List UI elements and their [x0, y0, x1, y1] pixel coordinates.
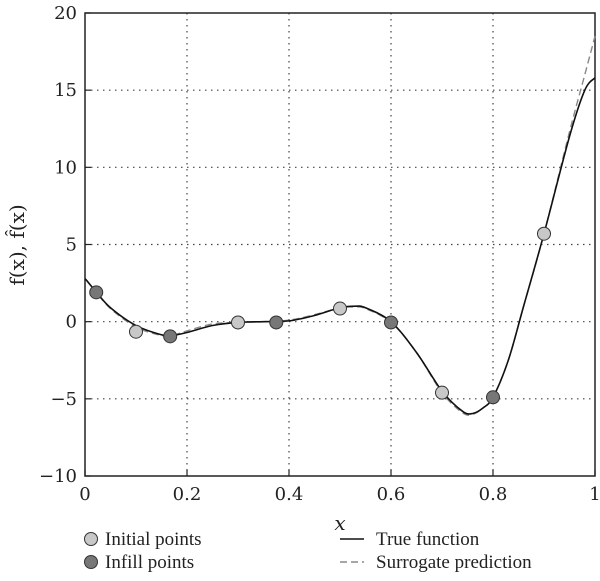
x-tick-label: 1	[589, 484, 600, 505]
y-tick-label: 15	[54, 80, 77, 101]
x-axis-label: x	[334, 511, 345, 535]
x-tick-label: 0.6	[377, 484, 406, 505]
markers	[89, 226, 551, 405]
infill-point-marker	[486, 390, 500, 405]
initial-point-marker	[231, 315, 245, 330]
initial-point-marker	[537, 226, 551, 241]
infill-point-marker	[384, 315, 398, 330]
y-tick-label: 5	[66, 235, 77, 256]
infill-point-marker	[163, 329, 178, 344]
y-axis-label: f(x), f̂(x)	[5, 204, 29, 285]
grid	[85, 13, 595, 476]
x-tick-label: 0.8	[479, 484, 508, 505]
legend-initial-points-label: Initial points	[105, 529, 202, 550]
y-tick-label: 20	[54, 3, 77, 24]
x-tick-label: 0.4	[275, 484, 304, 505]
initial-point-marker	[333, 301, 347, 316]
y-tick-label: 0	[66, 312, 77, 333]
x-tick-label: 0.2	[173, 484, 202, 505]
axis-ticks: 0 0.2 0.4 0.6 0.8 1 −10 −5 0 5 10 15 20	[39, 3, 600, 505]
infill-point-marker	[269, 315, 284, 330]
legend-infill-points-swatch	[84, 555, 98, 569]
infill-point-marker	[89, 285, 104, 300]
y-tick-label: 10	[54, 157, 77, 178]
initial-point-marker	[435, 385, 449, 400]
surrogate-prediction-line	[84, 35, 596, 416]
legend-initial-points-swatch	[84, 532, 98, 546]
true-function-line	[84, 77, 596, 415]
legend-surrogate-prediction-label: Surrogate prediction	[376, 552, 532, 573]
x-tick-label: 0	[79, 484, 90, 505]
series	[84, 35, 596, 416]
legend-true-function-label: True function	[376, 529, 480, 550]
y-tick-label: −5	[50, 389, 77, 410]
legend-infill-points-label: Infill points	[105, 552, 194, 573]
y-tick-label: −10	[39, 466, 77, 487]
initial-point-marker	[129, 324, 143, 339]
